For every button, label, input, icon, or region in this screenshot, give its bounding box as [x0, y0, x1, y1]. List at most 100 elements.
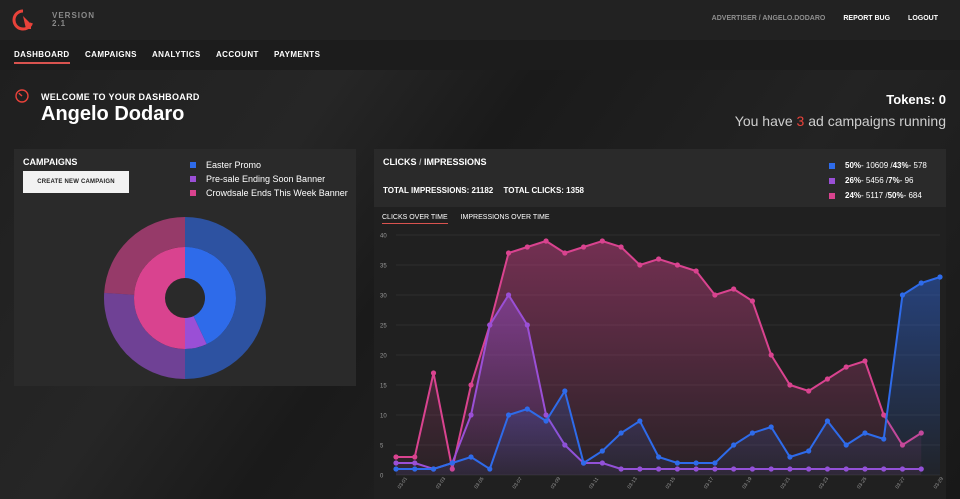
- data-point[interactable]: [862, 358, 868, 364]
- data-point[interactable]: [768, 352, 774, 358]
- data-point[interactable]: [599, 238, 605, 244]
- data-point[interactable]: [674, 460, 680, 466]
- data-point[interactable]: [693, 268, 699, 274]
- data-point[interactable]: [468, 454, 474, 460]
- data-point[interactable]: [806, 448, 812, 454]
- donut-slice[interactable]: [185, 316, 207, 349]
- y-tick-label: 5: [380, 444, 384, 450]
- data-point[interactable]: [843, 442, 849, 448]
- data-point[interactable]: [806, 388, 812, 394]
- data-point[interactable]: [787, 454, 793, 460]
- x-tick-label: 03-09: [550, 476, 562, 490]
- data-point[interactable]: [749, 430, 756, 436]
- series-line: [396, 276, 941, 471]
- data-point[interactable]: [468, 412, 474, 418]
- data-point[interactable]: [637, 262, 643, 268]
- data-point[interactable]: [487, 466, 493, 472]
- speedometer-icon: [15, 89, 29, 103]
- data-point[interactable]: [599, 448, 605, 454]
- data-point[interactable]: [937, 274, 943, 280]
- data-point[interactable]: [449, 460, 455, 466]
- data-point[interactable]: [918, 280, 924, 286]
- data-point[interactable]: [543, 418, 549, 424]
- x-tick-label: 03-19: [741, 476, 753, 490]
- data-point[interactable]: [731, 286, 737, 292]
- campaigns-panel: CAMPAIGNS CREATE NEW CAMPAIGN Easter Pro…: [14, 149, 356, 386]
- data-point[interactable]: [543, 238, 549, 244]
- nav-dashboard[interactable]: DASHBOARD: [14, 50, 70, 64]
- top-right-links: ADVERTISER / ANGELO.DODARO REPORT BUG LO…: [712, 15, 938, 22]
- data-point[interactable]: [524, 322, 530, 328]
- data-point[interactable]: [712, 460, 718, 466]
- data-point[interactable]: [393, 466, 399, 472]
- data-point[interactable]: [824, 376, 831, 382]
- clicks-impressions-title: CLICKS / IMPRESSIONS: [383, 157, 487, 167]
- data-point[interactable]: [712, 292, 718, 298]
- report-bug-link[interactable]: REPORT BUG: [843, 15, 891, 22]
- data-point[interactable]: [524, 406, 530, 412]
- data-point[interactable]: [524, 244, 530, 250]
- data-point[interactable]: [656, 256, 662, 262]
- tab-impressions-over-time[interactable]: IMPRESSIONS OVER TIME: [460, 214, 550, 221]
- data-point[interactable]: [543, 412, 549, 418]
- data-point[interactable]: [562, 250, 568, 256]
- donut-slice[interactable]: [134, 247, 185, 349]
- donut-slice[interactable]: [185, 247, 236, 345]
- data-point[interactable]: [505, 292, 512, 298]
- legend-item[interactable]: 50% - 10609 /43% - 578: [829, 158, 927, 173]
- nav-analytics[interactable]: ANALYTICS: [152, 50, 201, 59]
- tab-clicks-over-time[interactable]: CLICKS OVER TIME: [382, 214, 448, 224]
- create-campaign-button[interactable]: CREATE NEW CAMPAIGN: [23, 171, 129, 193]
- data-point[interactable]: [468, 382, 474, 388]
- data-point[interactable]: [862, 430, 868, 436]
- data-point[interactable]: [412, 460, 418, 466]
- data-point[interactable]: [768, 424, 774, 430]
- data-point[interactable]: [731, 442, 737, 448]
- data-point[interactable]: [487, 322, 493, 328]
- legend-item[interactable]: Easter Promo: [190, 158, 348, 172]
- data-point[interactable]: [580, 460, 587, 466]
- data-point[interactable]: [562, 388, 568, 394]
- running-count: 3: [796, 113, 805, 129]
- nav-campaigns[interactable]: CAMPAIGNS: [85, 50, 137, 59]
- data-point[interactable]: [393, 460, 399, 466]
- data-point[interactable]: [881, 436, 887, 442]
- y-tick-label: 20: [380, 354, 387, 360]
- breadcrumb: ADVERTISER / ANGELO.DODARO: [711, 15, 826, 22]
- nav-account[interactable]: ACCOUNT: [216, 50, 259, 59]
- data-point[interactable]: [393, 454, 399, 460]
- data-point[interactable]: [412, 466, 418, 472]
- data-point[interactable]: [637, 418, 643, 424]
- data-point[interactable]: [674, 262, 680, 268]
- data-point[interactable]: [843, 364, 849, 370]
- data-point[interactable]: [881, 412, 887, 418]
- data-point[interactable]: [693, 460, 699, 466]
- top-bar: VERSION 2.1 ADVERTISER / ANGELO.DODARO R…: [0, 0, 960, 40]
- data-point[interactable]: [505, 250, 512, 256]
- data-point[interactable]: [505, 412, 512, 418]
- legend-item[interactable]: 24% - 5117 /50% - 684: [829, 188, 927, 203]
- donut-slice[interactable]: [104, 217, 185, 295]
- data-point[interactable]: [412, 454, 418, 460]
- data-point[interactable]: [749, 298, 756, 304]
- main-nav: DASHBOARD CAMPAIGNS ANALYTICS ACCOUNT PA…: [0, 40, 960, 70]
- data-point[interactable]: [824, 418, 831, 424]
- legend-item[interactable]: Pre-sale Ending Soon Banner: [190, 172, 348, 186]
- legend-item[interactable]: Crowdsale Ends This Week Banner: [190, 186, 348, 200]
- campaigns-legend: Easter Promo Pre-sale Ending Soon Banner…: [190, 158, 348, 200]
- data-point[interactable]: [430, 466, 437, 472]
- data-point[interactable]: [656, 454, 662, 460]
- x-tick-label: 03-17: [703, 476, 715, 490]
- data-point[interactable]: [580, 244, 587, 250]
- legend-item[interactable]: 26% - 5456 /7% - 96: [829, 173, 927, 188]
- logout-link[interactable]: LOGOUT: [908, 15, 938, 22]
- data-point[interactable]: [618, 244, 624, 250]
- donut-slice[interactable]: [185, 217, 266, 379]
- data-point[interactable]: [899, 292, 906, 298]
- donut-slice[interactable]: [104, 292, 185, 379]
- data-point[interactable]: [787, 382, 793, 388]
- data-point[interactable]: [430, 370, 437, 376]
- nav-payments[interactable]: PAYMENTS: [274, 50, 321, 59]
- brand-logo-icon[interactable]: [12, 9, 34, 31]
- data-point[interactable]: [618, 430, 624, 436]
